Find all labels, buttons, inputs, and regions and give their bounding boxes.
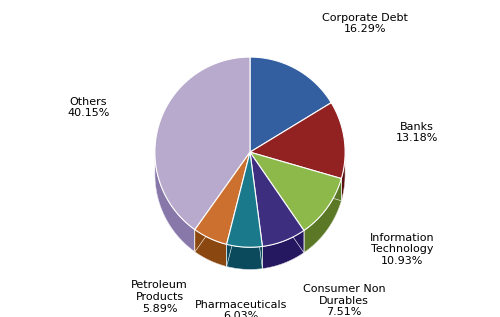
Polygon shape bbox=[342, 152, 345, 201]
Polygon shape bbox=[250, 152, 304, 253]
Polygon shape bbox=[250, 152, 342, 230]
Polygon shape bbox=[304, 178, 342, 253]
Text: Corporate Debt
16.29%: Corporate Debt 16.29% bbox=[322, 13, 408, 35]
Polygon shape bbox=[226, 152, 262, 247]
Polygon shape bbox=[226, 174, 262, 269]
Polygon shape bbox=[250, 152, 304, 253]
Polygon shape bbox=[250, 152, 262, 268]
Text: Consumer Non
Durables
7.51%: Consumer Non Durables 7.51% bbox=[303, 284, 386, 317]
Text: Information
Technology
10.93%: Information Technology 10.93% bbox=[370, 233, 434, 266]
Polygon shape bbox=[262, 230, 304, 268]
Text: Petroleum
Products
5.89%: Petroleum Products 5.89% bbox=[132, 281, 188, 314]
Polygon shape bbox=[250, 152, 342, 201]
Polygon shape bbox=[250, 57, 331, 152]
Polygon shape bbox=[155, 153, 195, 252]
Polygon shape bbox=[250, 174, 342, 253]
Polygon shape bbox=[195, 174, 250, 267]
Polygon shape bbox=[226, 152, 250, 267]
Polygon shape bbox=[155, 57, 250, 230]
Polygon shape bbox=[195, 152, 250, 252]
Text: Pharmaceuticals
6.03%: Pharmaceuticals 6.03% bbox=[195, 300, 288, 317]
Polygon shape bbox=[226, 244, 262, 269]
Polygon shape bbox=[195, 230, 226, 267]
Polygon shape bbox=[250, 152, 342, 201]
Polygon shape bbox=[195, 152, 250, 252]
Polygon shape bbox=[250, 174, 304, 268]
Polygon shape bbox=[195, 152, 250, 244]
Text: Others
40.15%: Others 40.15% bbox=[67, 96, 110, 118]
Polygon shape bbox=[250, 152, 262, 268]
Polygon shape bbox=[250, 125, 345, 201]
Polygon shape bbox=[250, 152, 304, 246]
Polygon shape bbox=[155, 79, 250, 252]
Polygon shape bbox=[226, 152, 250, 267]
Polygon shape bbox=[250, 103, 345, 178]
Text: Banks
13.18%: Banks 13.18% bbox=[396, 122, 438, 143]
